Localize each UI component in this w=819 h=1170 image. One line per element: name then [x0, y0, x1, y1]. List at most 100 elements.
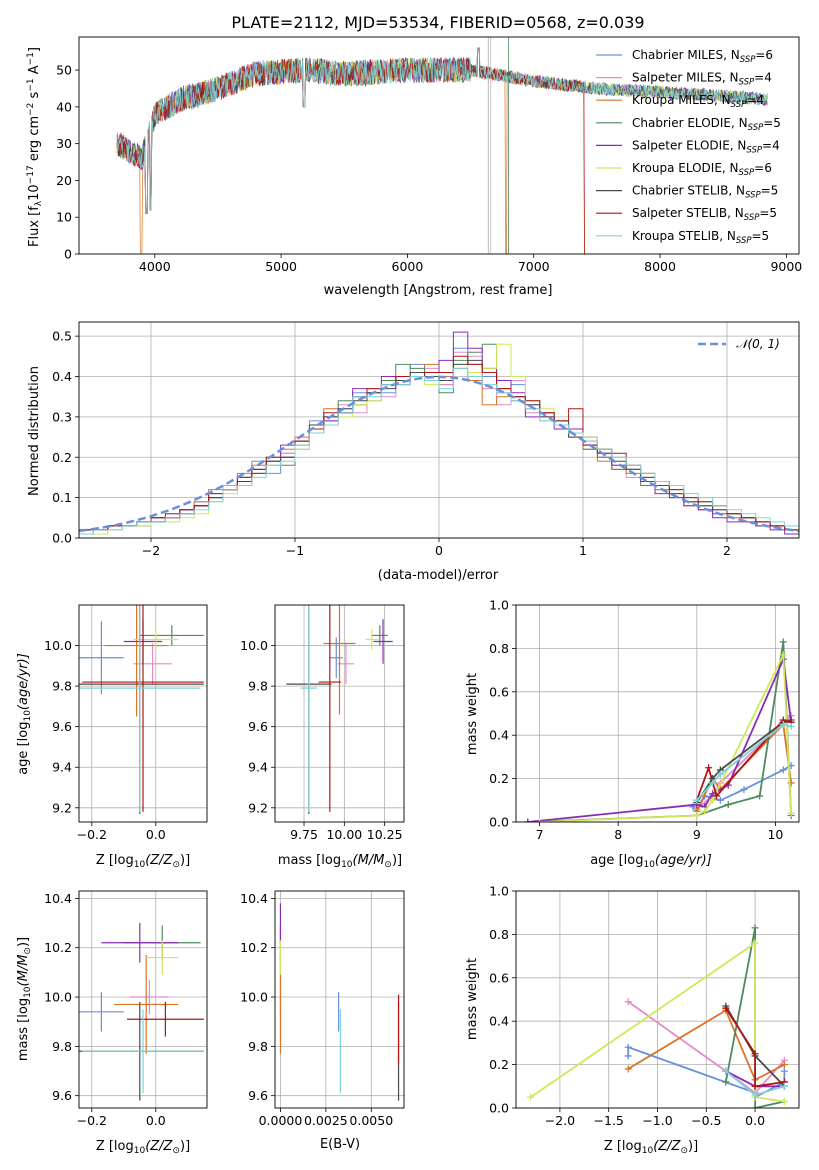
- x-tick-label: 0.0: [146, 827, 166, 842]
- plus-marker: [716, 770, 724, 778]
- axes-frame: [274, 890, 405, 1109]
- legend-entry: Chabrier MILES, NSSP=6: [632, 48, 773, 65]
- axes-frame: [78, 890, 208, 1109]
- x-tick-label: 0.0025: [304, 1113, 348, 1128]
- axes-frame: [78, 321, 800, 539]
- y-tick-label: 0.3: [52, 409, 72, 424]
- x-tick-label: 8000: [644, 259, 676, 274]
- x-tick-label: −2.0: [545, 1113, 575, 1128]
- residuals-xlabel: (data-model)/error: [378, 568, 499, 583]
- age-vs-metallicity-panel: −0.2 0.0 9.2 9.4 9.6 9.8 10.0: [44, 604, 208, 842]
- y-tick-label: 1.0: [489, 598, 509, 613]
- y-tick-label: 1.0: [489, 884, 509, 899]
- plus-marker: [722, 1078, 730, 1086]
- y-tick-label: 0.4: [489, 1014, 509, 1029]
- x-tick-label: 0.0000: [259, 1113, 303, 1128]
- plus-marker: [751, 1104, 759, 1108]
- y-tick-label: 10.0: [240, 990, 268, 1005]
- y-tick-label: 10: [56, 210, 72, 225]
- x-tick-label: −0.2: [77, 1113, 107, 1128]
- plus-marker: [756, 792, 764, 800]
- y-tick-label: 9.2: [52, 800, 72, 815]
- plus-marker: [724, 801, 732, 809]
- plus-marker: [780, 1082, 788, 1090]
- x-tick-label: 9: [693, 827, 701, 842]
- x-tick-label: 9.75: [290, 827, 318, 842]
- mass-z-ylabel: mass [log10(M/M⊙)]: [16, 937, 33, 1061]
- gaussian-reference-curve: [79, 375, 799, 533]
- plus-marker: [536, 818, 544, 822]
- plus-marker: [701, 807, 709, 815]
- spectrum-xlabel: wavelength [Angstrom, rest frame]: [324, 283, 553, 298]
- x-tick-label: −0.2: [77, 827, 107, 842]
- age-mass-xlabel: mass [log10(M/M⊙)]: [278, 853, 402, 870]
- legend-entry: Kroupa ELODIE, NSSP=6: [632, 161, 772, 178]
- y-tick-label: 9.4: [52, 760, 72, 775]
- residuals-ylabel: Normed distribution: [27, 366, 42, 496]
- x-tick-label: 7000: [518, 259, 550, 274]
- x-tick-label: 8: [614, 827, 622, 842]
- x-tick-label: −2: [142, 543, 160, 558]
- mw-z-ylabel: mass weight: [465, 958, 480, 1040]
- mass-weight-series-line: [530, 941, 785, 1103]
- errorbar-group: [279, 903, 400, 1101]
- y-tick-label: 9.6: [248, 1088, 268, 1103]
- y-tick-label: 9.8: [52, 1039, 72, 1054]
- mass-weight-vs-age-panel: 7 8 9 10 0.0 0.2 0.4 0.6 0.8 1.0: [489, 598, 800, 842]
- y-tick-label: 0.8: [489, 927, 509, 942]
- y-tick-label: 20: [56, 173, 72, 188]
- y-tick-label: 10.2: [44, 940, 72, 955]
- plus-marker: [780, 1067, 788, 1075]
- plus-marker: [624, 998, 632, 1006]
- y-tick-label: 10.0: [44, 990, 72, 1005]
- legend-entry: Chabrier STELIB, NSSP=5: [632, 184, 778, 201]
- legend-entry: Kroupa STELIB, NSSP=5: [632, 229, 769, 246]
- x-tick-label: 10.25: [367, 827, 403, 842]
- plus-marker: [779, 766, 787, 774]
- legend-entry: 𝒩(0, 1): [736, 337, 780, 351]
- legend-entry: Salpeter ELODIE, NSSP=4: [632, 138, 780, 155]
- plus-marker: [722, 1004, 730, 1012]
- spectrum-ylabel: Flux [fλ10−17 erg cm−2 s−1 A−1]: [26, 47, 44, 247]
- y-tick-label: 9.6: [52, 1088, 72, 1103]
- plus-marker: [524, 818, 532, 822]
- plus-marker: [693, 796, 701, 804]
- y-tick-label: 9.8: [248, 679, 268, 694]
- axes-frame: [274, 604, 405, 823]
- plus-marker: [787, 809, 795, 817]
- plus-marker: [709, 796, 717, 804]
- plus-marker: [751, 1050, 759, 1058]
- x-tick-label: 2: [723, 543, 731, 558]
- x-tick-label: 0: [435, 543, 443, 558]
- spectrum-title: PLATE=2112, MJD=53534, FIBERID=0568, z=0…: [231, 13, 644, 32]
- mass-weight-lines: [527, 924, 788, 1108]
- y-tick-label: 0.2: [489, 771, 509, 786]
- mass-weight-vs-metallicity-panel: −2.0 −1.5 −1.0 −0.5 0.0 0.0 0.2 0.4 0.6 0.8 1.0: [489, 884, 800, 1128]
- axes-frame: [78, 36, 800, 255]
- errorbar-group: [286, 605, 393, 814]
- y-tick-label: 0.6: [489, 684, 509, 699]
- y-tick-label: 0.2: [52, 450, 72, 465]
- x-tick-label: −0.5: [691, 1113, 721, 1128]
- age-z-xlabel: Z [log10(Z/Z⊙)]: [96, 853, 190, 870]
- x-tick-label: 10: [767, 827, 783, 842]
- y-tick-label: 10.0: [240, 638, 268, 653]
- y-tick-label: 9.6: [52, 719, 72, 734]
- y-tick-label: 0.0: [489, 1101, 509, 1116]
- y-tick-label: 0.4: [489, 728, 509, 743]
- y-tick-label: 0.0: [489, 815, 509, 830]
- y-tick-label: 50: [56, 63, 72, 78]
- x-tick-label: 6000: [392, 259, 424, 274]
- plus-marker: [624, 1065, 632, 1073]
- legend-entry: Salpeter MILES, NSSP=4: [632, 71, 772, 88]
- x-tick-label: 1: [579, 543, 587, 558]
- plus-marker: [693, 811, 701, 819]
- legend-entry: Chabrier ELODIE, NSSP=5: [632, 116, 781, 133]
- y-tick-label: 9.8: [52, 679, 72, 694]
- plus-marker: [780, 1097, 788, 1105]
- plus-marker: [780, 1061, 788, 1069]
- plus-marker: [751, 1091, 759, 1099]
- y-tick-label: 10.0: [44, 638, 72, 653]
